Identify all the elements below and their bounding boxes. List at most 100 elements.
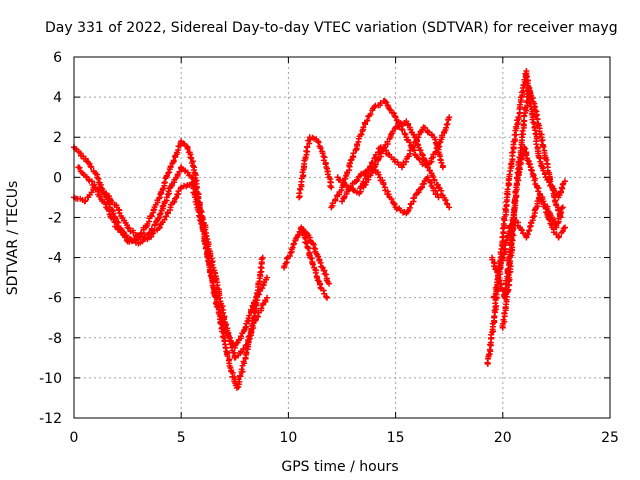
data-point (439, 164, 446, 171)
data-point (163, 194, 170, 201)
data-point (562, 178, 568, 185)
data-point (315, 139, 322, 146)
data-point (492, 284, 499, 291)
data-point (420, 152, 426, 159)
x-tick-label: 5 (177, 430, 186, 446)
data-point (350, 150, 357, 157)
data-point (421, 180, 427, 187)
data-point (354, 177, 361, 183)
data-point (243, 349, 250, 356)
data-point (116, 226, 123, 233)
data-point (170, 157, 177, 164)
data-point (324, 294, 330, 301)
y-tick-label: -2 (48, 210, 62, 226)
data-point (264, 294, 270, 301)
x-axis-label: GPS time / hours (281, 459, 398, 475)
data-point (536, 155, 543, 162)
data-point (431, 177, 438, 184)
data-point (399, 127, 406, 133)
data-point (226, 337, 233, 344)
data-point (188, 155, 195, 162)
data-point (264, 274, 270, 281)
data-point (347, 160, 353, 167)
y-tick-label: -12 (39, 411, 62, 427)
series-track-a (71, 138, 270, 351)
data-point (259, 254, 266, 261)
data-point (381, 145, 387, 152)
data-point (257, 264, 264, 271)
data-point (82, 197, 89, 204)
y-axis-label: SDTVAR / TECUs (5, 181, 21, 296)
data-point (526, 227, 533, 234)
data-point (379, 148, 386, 155)
data-point (446, 114, 453, 121)
series-track-j (360, 118, 453, 211)
data-point (305, 245, 312, 252)
data-point (365, 166, 372, 173)
data-point (358, 131, 365, 138)
data-point (533, 141, 540, 148)
data-point (515, 114, 522, 121)
series-track-l (489, 144, 566, 301)
data-point (390, 110, 397, 117)
data-point (126, 225, 132, 232)
data-point (557, 214, 564, 221)
data-point (388, 196, 395, 202)
data-point (187, 154, 194, 161)
data-point (238, 366, 245, 373)
series-track-f (298, 224, 330, 301)
data-point (435, 184, 442, 191)
series-track-n (499, 84, 564, 331)
data-point (499, 255, 506, 262)
data-point (424, 164, 431, 171)
x-tick-label: 20 (494, 430, 512, 446)
data-point (317, 145, 324, 152)
data-point (323, 293, 330, 300)
data-point (385, 191, 392, 198)
series-track-i (339, 164, 442, 217)
data-point (173, 194, 180, 201)
x-tick-label: 0 (70, 430, 79, 446)
data-point (224, 353, 231, 359)
data-point (533, 112, 540, 119)
data-point (202, 245, 209, 252)
data-point (319, 150, 326, 157)
data-point (406, 204, 413, 211)
data-point (156, 211, 163, 218)
data-point (524, 157, 531, 164)
data-point (504, 186, 511, 193)
data-point (157, 210, 164, 217)
axis-ticks: 0 5 10 15 20 25 -12 -10 -8 -6 -4 -2 0 2 4 6 (39, 50, 619, 446)
data-point (485, 352, 492, 358)
data-point (555, 207, 562, 214)
data-point (252, 313, 258, 320)
y-tick-label: -10 (39, 371, 62, 387)
y-tick-label: 2 (53, 130, 62, 146)
data-point (546, 216, 553, 223)
series-track-c (75, 164, 266, 391)
data-point (524, 231, 531, 238)
data-point (213, 303, 220, 310)
data-point (538, 137, 545, 144)
data-point (159, 203, 166, 210)
data-point (304, 143, 311, 150)
series-track-m (491, 194, 568, 301)
data-point (303, 240, 310, 247)
data-point (303, 148, 310, 155)
data-point (531, 103, 538, 110)
data-point (257, 269, 264, 276)
data-point (410, 142, 417, 149)
x-tick-label: 15 (387, 430, 405, 446)
data-point (558, 184, 565, 191)
data-point (258, 305, 265, 312)
data-point (210, 284, 217, 291)
data-point (562, 224, 568, 231)
data-point (164, 191, 171, 198)
data-point (369, 167, 376, 174)
y-tick-label: -8 (48, 331, 62, 347)
data-point (446, 204, 453, 211)
data-point (558, 205, 565, 212)
data-point (506, 269, 513, 276)
y-tick-label: -6 (48, 291, 62, 307)
data-point (326, 280, 333, 287)
